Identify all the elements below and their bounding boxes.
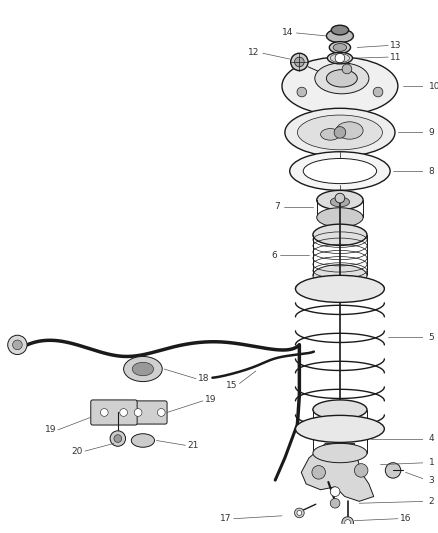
Ellipse shape — [124, 357, 162, 382]
Ellipse shape — [132, 362, 154, 376]
Circle shape — [114, 435, 122, 442]
Text: 17: 17 — [220, 514, 232, 523]
Circle shape — [291, 53, 308, 70]
FancyBboxPatch shape — [132, 401, 167, 424]
Text: 5: 5 — [429, 333, 434, 342]
Ellipse shape — [336, 122, 363, 139]
Text: 2: 2 — [429, 497, 434, 506]
Circle shape — [354, 464, 368, 477]
Circle shape — [335, 53, 345, 63]
Ellipse shape — [326, 70, 357, 87]
Circle shape — [342, 64, 352, 74]
Circle shape — [345, 520, 350, 526]
Text: 21: 21 — [187, 441, 199, 450]
Text: 15: 15 — [226, 381, 237, 390]
Circle shape — [297, 511, 302, 515]
Ellipse shape — [131, 434, 155, 447]
Circle shape — [110, 431, 126, 446]
Ellipse shape — [303, 158, 377, 183]
Ellipse shape — [313, 400, 367, 419]
Ellipse shape — [296, 276, 385, 302]
Text: 7: 7 — [274, 203, 280, 211]
Ellipse shape — [333, 44, 347, 51]
Circle shape — [120, 409, 127, 416]
Text: 4: 4 — [429, 434, 434, 443]
Text: 19: 19 — [45, 425, 56, 434]
Ellipse shape — [326, 29, 353, 43]
Ellipse shape — [313, 224, 367, 245]
Circle shape — [294, 57, 304, 67]
Circle shape — [13, 340, 22, 350]
Circle shape — [342, 517, 353, 528]
Circle shape — [385, 463, 401, 478]
Ellipse shape — [297, 115, 382, 150]
Circle shape — [330, 487, 340, 497]
Circle shape — [330, 498, 340, 508]
Circle shape — [100, 409, 108, 416]
Ellipse shape — [296, 415, 385, 442]
Polygon shape — [301, 443, 374, 502]
Ellipse shape — [331, 25, 349, 35]
Text: 14: 14 — [282, 28, 293, 37]
Text: 1: 1 — [429, 458, 434, 467]
Circle shape — [134, 409, 142, 416]
Text: 8: 8 — [429, 166, 434, 175]
Ellipse shape — [321, 128, 340, 140]
Text: 13: 13 — [390, 41, 402, 50]
Text: 18: 18 — [198, 374, 209, 383]
Ellipse shape — [290, 152, 390, 190]
Circle shape — [157, 409, 165, 416]
Ellipse shape — [313, 265, 367, 286]
Ellipse shape — [313, 443, 367, 463]
Text: 12: 12 — [248, 48, 260, 57]
Circle shape — [297, 87, 307, 97]
Ellipse shape — [327, 52, 353, 64]
Circle shape — [294, 508, 304, 518]
Circle shape — [8, 335, 27, 354]
Text: 19: 19 — [205, 395, 216, 405]
Text: 16: 16 — [400, 514, 411, 523]
Ellipse shape — [329, 42, 350, 53]
Circle shape — [335, 193, 345, 203]
Text: 3: 3 — [429, 475, 434, 484]
Ellipse shape — [317, 208, 363, 227]
Text: 11: 11 — [390, 53, 402, 62]
Ellipse shape — [317, 190, 363, 209]
Text: 10: 10 — [429, 82, 438, 91]
Ellipse shape — [315, 63, 369, 94]
Ellipse shape — [282, 57, 398, 115]
Circle shape — [334, 127, 346, 138]
Ellipse shape — [285, 108, 395, 157]
FancyBboxPatch shape — [91, 400, 137, 425]
Text: 20: 20 — [72, 447, 83, 456]
Circle shape — [312, 466, 325, 479]
Text: 6: 6 — [272, 251, 277, 260]
Text: 9: 9 — [429, 128, 434, 137]
Circle shape — [373, 87, 383, 97]
Ellipse shape — [330, 197, 350, 207]
